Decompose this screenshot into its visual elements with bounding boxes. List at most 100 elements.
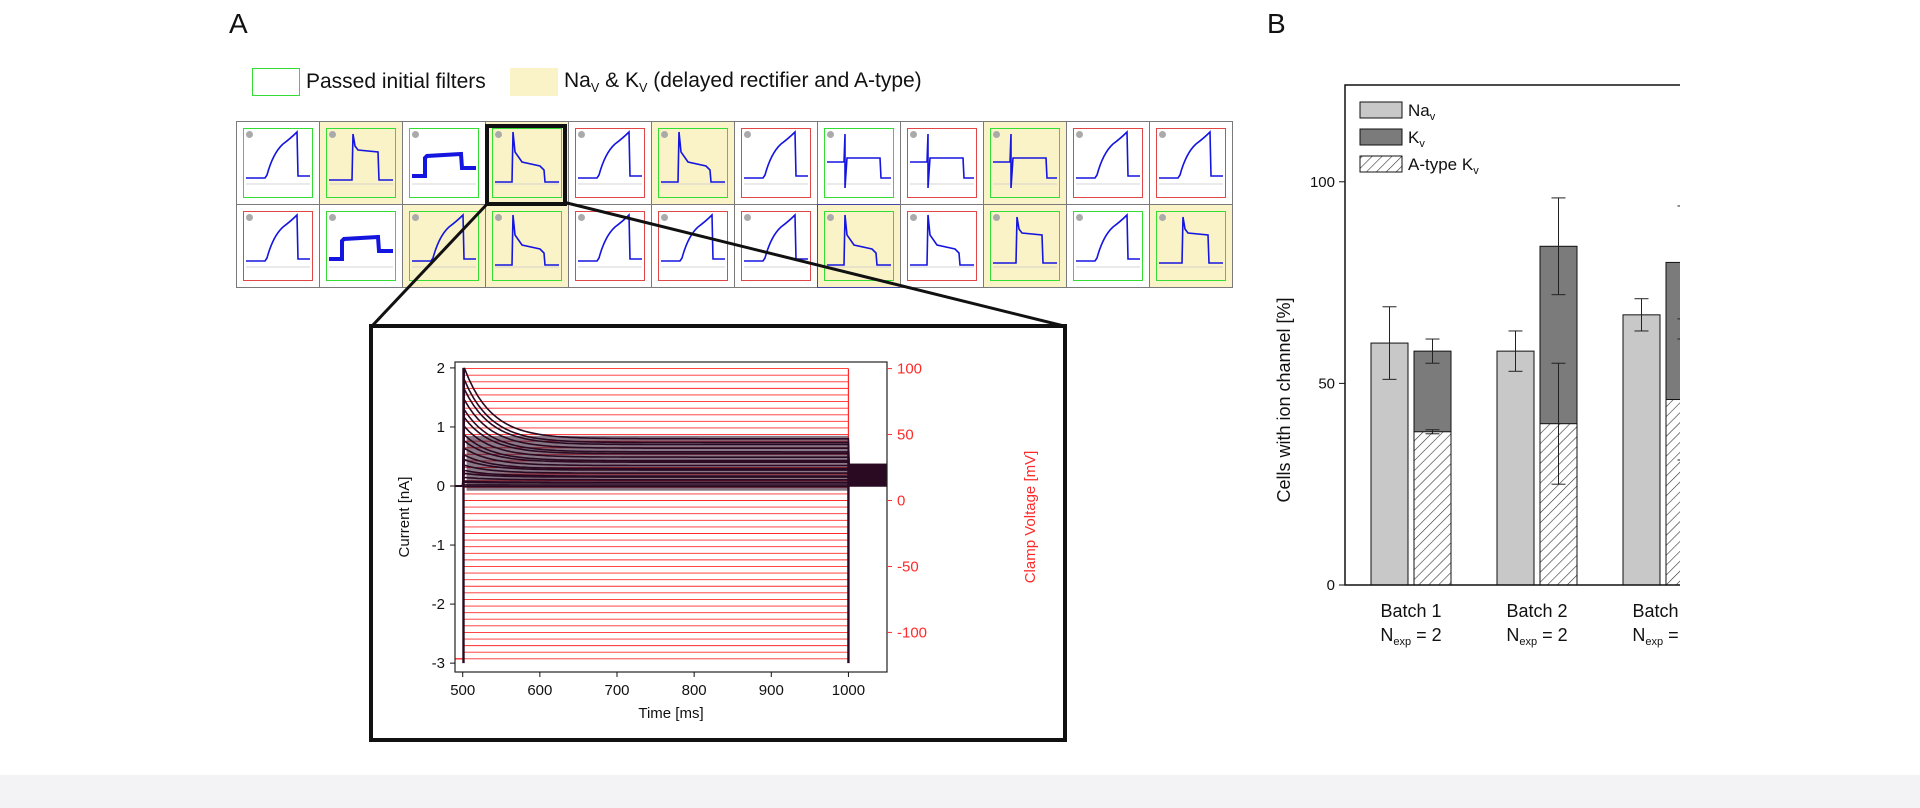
thumbnail-trace [1076, 213, 1140, 268]
thumbnail-marker [329, 131, 336, 138]
x-tick-label: 1000 [832, 682, 865, 699]
trace-thumbnail [319, 121, 403, 205]
legend-passed-label: Passed initial filters [306, 70, 486, 93]
legend-label: A-type Kv [1408, 155, 1479, 177]
thumbnail-marker [744, 214, 751, 221]
thumbnail-frame [658, 128, 728, 198]
x-tick-label: 500 [450, 682, 475, 699]
thumbnail-frame [409, 211, 479, 281]
thumbnail-trace [910, 133, 974, 189]
thumbnail-frame [1073, 211, 1143, 281]
thumbnail-frame [907, 211, 977, 281]
trace-thumbnail [485, 204, 569, 288]
inset-chart: 500 600 700 800 900 1000 -3 -2 -1 0 1 2 -100 -50 0 50 10… [396, 360, 1039, 722]
error-bars [1382, 197, 1680, 485]
thumbnail-marker [329, 214, 336, 221]
bar-nav [1622, 314, 1661, 586]
thumbnail-marker [1076, 131, 1083, 138]
thumbnail-frame [824, 128, 894, 198]
y2-tick-label: 0 [897, 493, 905, 510]
thumbnail-trace [827, 214, 891, 268]
thumbnail-frame [658, 211, 728, 281]
inset-y2-label: Clamp Voltage [mV] [1022, 451, 1039, 584]
thumbnail-trace [412, 151, 476, 185]
zoom-connector [370, 124, 1065, 328]
thumbnail-current [661, 213, 725, 262]
trace-thumbnail [402, 121, 486, 205]
bar-chart-ticks: Batch 1 Nexp = 2 Batch 2 Nexp = 2 Batch 3 Nex… [1310, 174, 1680, 648]
thumbnail-current [246, 130, 310, 179]
trace-thumbnail [817, 121, 901, 205]
trace-thumbnail [651, 121, 735, 205]
thumbnail-current [246, 213, 310, 262]
y2-tick-label: 100 [897, 361, 922, 378]
thumbnail-current [1076, 130, 1140, 179]
legend-passed-filters: Passed initial filters [252, 68, 486, 96]
zoom-selection-box [485, 124, 567, 206]
trace-thumbnail [485, 121, 569, 205]
thumbnail-trace [661, 131, 725, 185]
x-tick-label: 700 [604, 682, 629, 699]
legend-swatch [1359, 101, 1403, 119]
y2-tick-label: 50 [897, 427, 914, 444]
y-tick-label: 2 [437, 360, 445, 377]
thumbnail-trace [744, 130, 808, 185]
thumbnail-marker [827, 214, 834, 221]
thumbnail-current [1076, 213, 1140, 262]
thumbnail-frame [1156, 128, 1226, 198]
legend-nav-kv-swatch [510, 68, 558, 96]
y2-tick-label: -100 [897, 624, 927, 641]
thumbnail-trace [993, 216, 1057, 268]
x-tick-label: 900 [759, 682, 784, 699]
trace-thumbnail [568, 204, 652, 288]
thumbnail-current [993, 216, 1057, 264]
thumbnail-marker [661, 214, 668, 221]
thumbnail-frame [741, 128, 811, 198]
trace-thumbnail [1149, 121, 1233, 205]
tail-current [849, 463, 887, 479]
trace-thumbnail [651, 204, 735, 288]
bar-chart: Batch 1 Nexp = 2 Batch 2 Nexp = 2 Batch 3 Nex… [1274, 84, 1680, 648]
trace-thumbnail [236, 121, 320, 205]
thumbnail-marker [246, 214, 253, 221]
y-tick-label: 1 [437, 419, 445, 436]
plot-frame [1344, 84, 1680, 586]
thumbnail-current [495, 214, 559, 266]
legend-nav-kv-label: NaV & KV (delayed rectifier and A-type) [564, 68, 922, 96]
bar-a-type-kv [1413, 431, 1452, 586]
category-label: Batch 2 [1506, 601, 1567, 621]
inset-recording: 500 600 700 800 900 1000 -3 -2 -1 0 1 2 -100 -50 0 50 10… [369, 324, 1067, 742]
thumbnail-current [827, 214, 891, 266]
zoom-line-left [370, 200, 491, 328]
figure: A B Passed initial filters NaV & KV (del… [0, 0, 1920, 775]
thumbnail-marker [412, 131, 419, 138]
thumbnail-current [412, 151, 476, 178]
bar-chart-legend: Nav Kv A-type Kv [1359, 101, 1479, 177]
bars [1370, 245, 1680, 586]
thumbnail-current [329, 234, 393, 261]
y-tick-label: -2 [432, 596, 445, 613]
trace-thumbnail [1066, 204, 1150, 288]
zoom-line-right [562, 200, 1065, 328]
inset-ticks: 500 600 700 800 900 1000 -3 -2 -1 0 1 2 -100 -50 0 50 10… [432, 360, 927, 699]
thumbnail-trace [495, 214, 559, 268]
bar-nav [1496, 350, 1535, 586]
thumbnail-frame [492, 211, 562, 281]
thumbnail-frame [990, 128, 1060, 198]
thumbnail-frame [409, 128, 479, 198]
bar-nav [1370, 342, 1409, 586]
legend-swatch [1359, 155, 1403, 173]
legend-nav-kv: NaV & KV (delayed rectifier and A-type) [510, 68, 922, 96]
thumbnail-current [1159, 130, 1223, 179]
thumbnail-current [910, 133, 974, 189]
thumbnail-trace [495, 131, 559, 185]
thumbnail-trace [1159, 216, 1223, 268]
current-noise-band [466, 435, 849, 491]
thumbnail-marker [495, 131, 502, 138]
legend-swatch [1359, 128, 1403, 146]
plot-frame [454, 361, 888, 673]
trace-thumbnail [319, 204, 403, 288]
thumbnail-frame [575, 211, 645, 281]
thumbnail-current [495, 131, 559, 183]
thumbnail-current [329, 133, 393, 181]
